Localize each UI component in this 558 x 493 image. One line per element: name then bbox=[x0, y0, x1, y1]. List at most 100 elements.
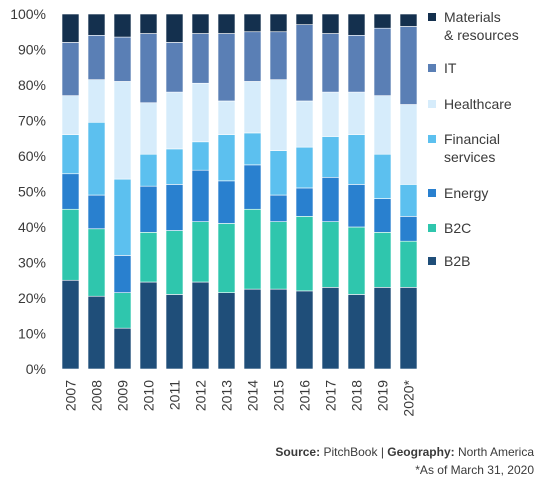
x-tick-label: 2010 bbox=[141, 380, 157, 411]
bar-segment bbox=[373, 287, 392, 370]
bar-segment bbox=[295, 187, 314, 217]
bar-segment bbox=[113, 292, 132, 329]
legend-swatch bbox=[428, 224, 436, 232]
bar-segment bbox=[217, 33, 236, 102]
bar-segment bbox=[87, 228, 106, 297]
bar-segment bbox=[217, 223, 236, 293]
bar-segment bbox=[191, 281, 210, 370]
bar-segment bbox=[165, 148, 184, 185]
bar-segment bbox=[113, 327, 132, 370]
bar-segment bbox=[61, 208, 80, 281]
bar-segment bbox=[165, 294, 184, 370]
bar-segment bbox=[87, 295, 106, 370]
bar-segment bbox=[191, 82, 210, 143]
bar-segment bbox=[87, 79, 106, 123]
bar-segment bbox=[191, 13, 210, 34]
bars bbox=[61, 13, 418, 370]
bar-segment bbox=[347, 91, 366, 135]
legend-item: B2C bbox=[428, 219, 471, 237]
bar-segment bbox=[243, 13, 262, 33]
bar-segment bbox=[399, 13, 418, 27]
x-tick-label: 2011 bbox=[167, 380, 183, 410]
x-tick-label: 2014 bbox=[245, 380, 261, 411]
bar-segment bbox=[243, 132, 262, 166]
bar-segment bbox=[347, 226, 366, 295]
bar-segment bbox=[321, 287, 340, 370]
y-tick-label: 0% bbox=[26, 361, 46, 377]
bar-segment bbox=[139, 232, 158, 283]
legend-item: Financial services bbox=[428, 130, 500, 166]
bar-segment bbox=[295, 24, 314, 102]
legend-swatch bbox=[428, 135, 436, 143]
bar-segment bbox=[61, 134, 80, 175]
bar-segment bbox=[321, 221, 340, 288]
legend-item: IT bbox=[428, 59, 456, 77]
bar-segment bbox=[113, 36, 132, 82]
bar-segment bbox=[269, 31, 288, 80]
bar-segment bbox=[217, 13, 236, 34]
bar-segment bbox=[165, 42, 184, 93]
bar-segment bbox=[295, 146, 314, 189]
y-tick-label: 90% bbox=[18, 42, 46, 58]
x-tick-label: 2013 bbox=[219, 380, 235, 411]
bar-segment bbox=[321, 33, 340, 93]
bar-segment bbox=[399, 240, 418, 288]
bar-segment bbox=[139, 153, 158, 187]
bar-segment bbox=[269, 288, 288, 370]
bar-segment bbox=[373, 153, 392, 199]
legend-label: IT bbox=[444, 60, 457, 76]
legend-label: Financial services bbox=[444, 131, 501, 165]
bar-segment bbox=[165, 184, 184, 231]
legend-label: Energy bbox=[444, 185, 489, 201]
x-axis: 2007 2008 2009 2010 2011 2012 2013 2014 2015 2016… bbox=[63, 379, 417, 416]
source-line: Source: PitchBook | Geography: North Ame… bbox=[275, 445, 534, 459]
bar-segment bbox=[347, 34, 366, 93]
bar-segment bbox=[399, 216, 418, 242]
bar-segment bbox=[61, 279, 80, 370]
legend-swatch bbox=[428, 257, 436, 265]
bar-segment bbox=[217, 100, 236, 135]
bar-segment bbox=[139, 185, 158, 233]
geography-label: Geography: bbox=[387, 445, 455, 459]
bar-segment bbox=[399, 184, 418, 217]
bar-segment bbox=[295, 100, 314, 148]
bar-segment bbox=[139, 33, 158, 104]
bar-segment bbox=[243, 208, 262, 290]
bar-segment bbox=[165, 230, 184, 295]
bar-segment bbox=[321, 91, 340, 137]
bar-segment bbox=[295, 290, 314, 370]
legend-label: B2C bbox=[444, 220, 472, 236]
legend-item: Materials & resources bbox=[428, 8, 519, 44]
x-tick-label: 2019 bbox=[375, 380, 391, 411]
legend-item: B2B bbox=[428, 252, 470, 270]
legend-swatch bbox=[428, 100, 436, 108]
bar-segment bbox=[243, 164, 262, 210]
bar-segment bbox=[191, 141, 210, 171]
bar-segment bbox=[347, 294, 366, 370]
bar-segment bbox=[61, 42, 80, 96]
bar-segment bbox=[321, 13, 340, 34]
bar-segment bbox=[87, 34, 106, 80]
bar-segment bbox=[321, 136, 340, 178]
bar-segment bbox=[191, 33, 210, 84]
legend-label: Healthcare bbox=[444, 96, 512, 112]
bar-segment bbox=[243, 31, 262, 82]
footnote: *As of March 31, 2020 bbox=[415, 463, 534, 477]
x-tick-label: 2016 bbox=[297, 380, 313, 411]
bar-segment bbox=[217, 180, 236, 224]
bar-segment bbox=[269, 221, 288, 290]
bar-segment bbox=[373, 13, 392, 29]
bar-segment bbox=[113, 13, 132, 38]
bar-segment bbox=[269, 13, 288, 33]
bar-segment bbox=[217, 134, 236, 182]
y-tick-label: 30% bbox=[18, 255, 46, 271]
bar-segment bbox=[87, 13, 106, 36]
bar-segment bbox=[269, 79, 288, 151]
bar-segment bbox=[165, 13, 184, 43]
y-tick-label: 40% bbox=[18, 219, 46, 235]
x-tick-label: 2007 bbox=[63, 380, 79, 411]
legend-item: Energy bbox=[428, 184, 488, 202]
bar-segment bbox=[61, 173, 80, 210]
bar-segment bbox=[399, 104, 418, 185]
